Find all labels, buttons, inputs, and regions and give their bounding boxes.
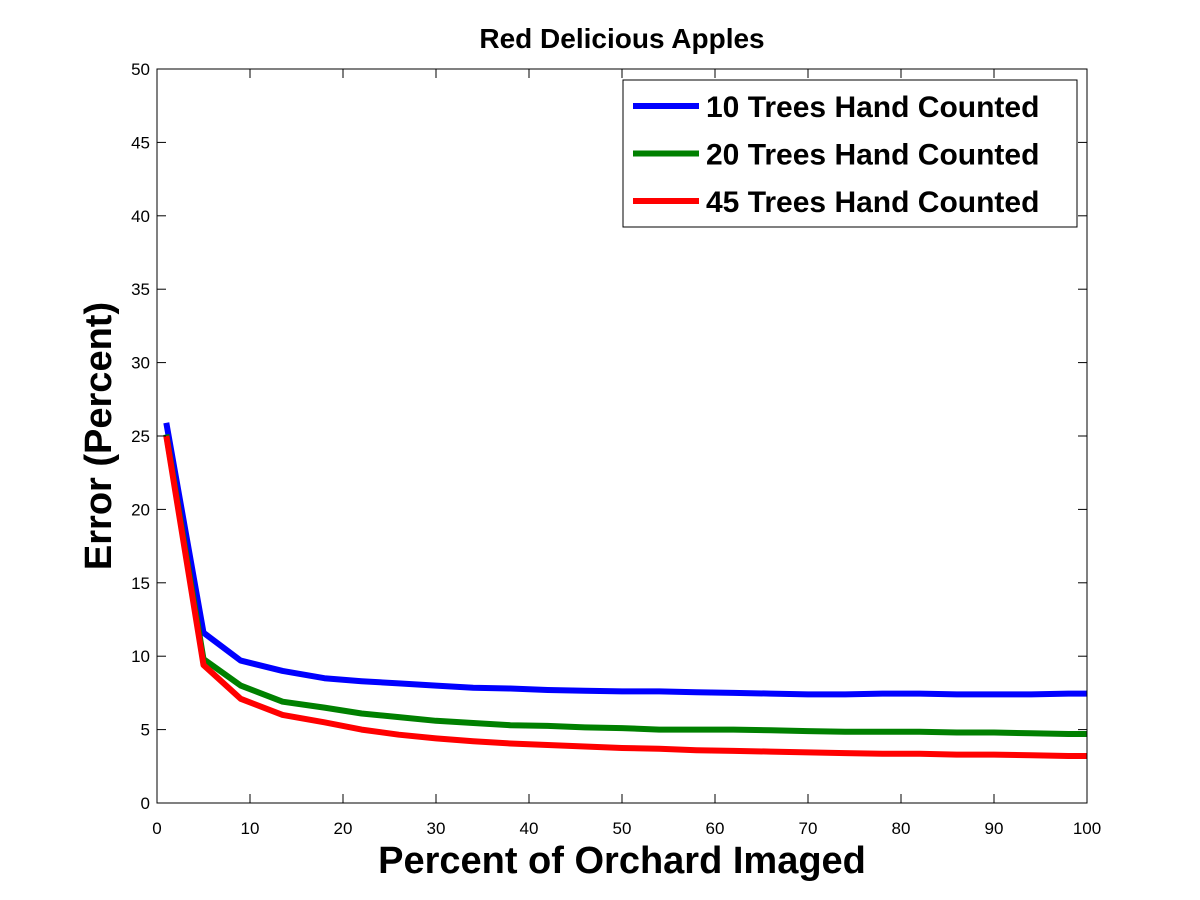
y-tick-label: 40 [131, 207, 150, 226]
x-tick-label: 30 [427, 819, 446, 838]
y-tick-label: 0 [141, 794, 150, 813]
x-tick-label: 40 [520, 819, 539, 838]
x-tick-label: 10 [241, 819, 260, 838]
x-tick-label: 20 [334, 819, 353, 838]
x-tick-label: 90 [985, 819, 1004, 838]
y-tick-label: 25 [131, 427, 150, 446]
y-tick-label: 20 [131, 500, 150, 519]
chart-title: Red Delicious Apples [479, 23, 764, 54]
x-tick-label: 70 [799, 819, 818, 838]
ticks-layer: 0 10 20 30 40 50 60 70 80 90 100 0 5 10 15 20 25 30 35 40 45… [131, 60, 1101, 838]
series-layer [163, 422, 1087, 759]
y-tick-label: 35 [131, 280, 150, 299]
x-tick-label: 100 [1073, 819, 1101, 838]
x-axis-label: Percent of Orchard Imaged [378, 840, 866, 882]
y-tick-label: 30 [131, 354, 150, 373]
y-tick-label: 50 [131, 60, 150, 79]
y-tick-label: 15 [131, 574, 150, 593]
series-line-2 [163, 434, 1087, 737]
series-line-3 [163, 435, 1087, 759]
y-axis-label: Error (Percent) [78, 302, 120, 570]
x-tick-label: 80 [892, 819, 911, 838]
legend: 10 Trees Hand Counted 20 Trees Hand Count… [622, 79, 1078, 228]
legend-label-3: 45 Trees Hand Counted [706, 186, 1039, 219]
y-tick-label: 5 [141, 721, 150, 740]
y-tick-label: 45 [131, 133, 150, 152]
x-tick-label: 0 [152, 819, 161, 838]
y-tick-label: 10 [131, 647, 150, 666]
x-tick-label: 50 [613, 819, 632, 838]
x-tick-label: 60 [706, 819, 725, 838]
legend-label-2: 20 Trees Hand Counted [706, 139, 1039, 172]
series-line-1 [163, 422, 1087, 698]
legend-label-1: 10 Trees Hand Counted [706, 91, 1039, 124]
